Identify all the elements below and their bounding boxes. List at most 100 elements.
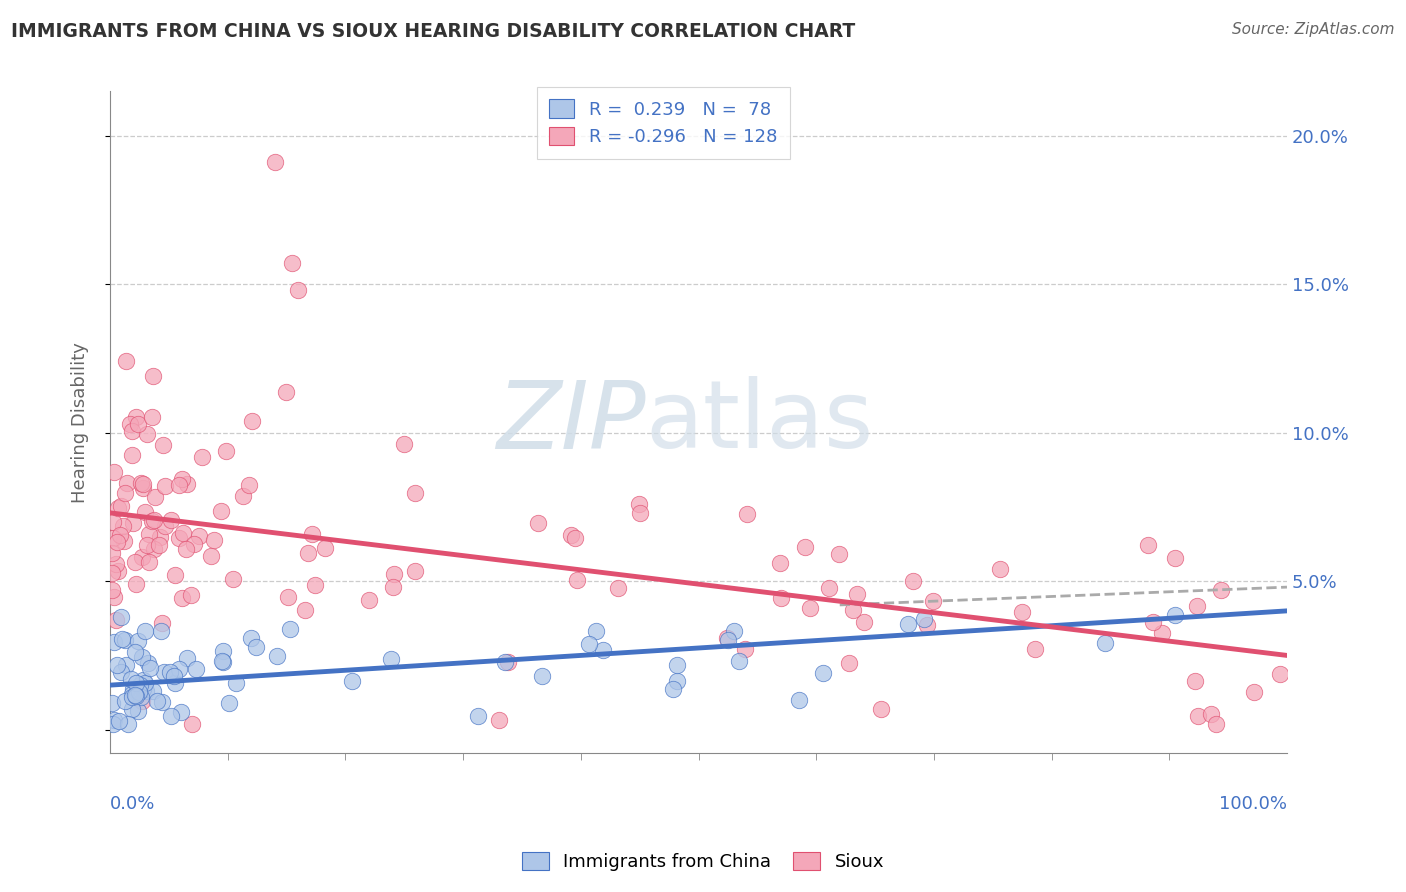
Point bbox=[141, 368, 163, 383]
Point bbox=[787, 692, 810, 706]
Point bbox=[159, 513, 181, 527]
Point bbox=[717, 632, 740, 647]
Point bbox=[104, 557, 127, 571]
Point bbox=[132, 481, 155, 495]
Point bbox=[103, 465, 125, 479]
Legend: Immigrants from China, Sioux: Immigrants from China, Sioux bbox=[515, 846, 891, 879]
Point bbox=[564, 531, 586, 545]
Point bbox=[101, 696, 124, 710]
Point bbox=[149, 624, 172, 638]
Point bbox=[382, 567, 405, 582]
Point bbox=[794, 541, 817, 555]
Point bbox=[467, 709, 489, 723]
Point bbox=[153, 519, 176, 533]
Point bbox=[114, 694, 136, 708]
Point bbox=[134, 676, 156, 690]
Point bbox=[827, 547, 849, 561]
Point bbox=[135, 427, 157, 442]
Point bbox=[159, 709, 181, 723]
Point bbox=[115, 353, 138, 368]
Point bbox=[114, 485, 136, 500]
Point bbox=[180, 589, 202, 603]
Point bbox=[136, 656, 159, 670]
Point bbox=[921, 594, 943, 608]
Point bbox=[1150, 625, 1173, 640]
Point bbox=[146, 694, 169, 708]
Point bbox=[111, 632, 134, 646]
Point bbox=[108, 714, 131, 728]
Text: ZIP: ZIP bbox=[496, 376, 645, 467]
Point bbox=[121, 687, 143, 701]
Point bbox=[150, 695, 173, 709]
Point bbox=[121, 516, 143, 530]
Point bbox=[127, 685, 149, 699]
Point bbox=[527, 516, 550, 530]
Point bbox=[498, 655, 520, 669]
Point bbox=[662, 682, 685, 697]
Point bbox=[138, 555, 160, 569]
Point bbox=[240, 631, 263, 645]
Point bbox=[131, 549, 153, 564]
Point bbox=[143, 542, 166, 557]
Point bbox=[125, 690, 148, 704]
Text: 0.0%: 0.0% bbox=[110, 795, 156, 813]
Point bbox=[841, 603, 863, 617]
Point bbox=[917, 618, 939, 632]
Point bbox=[148, 538, 170, 552]
Point bbox=[104, 613, 127, 627]
Point bbox=[124, 645, 146, 659]
Point bbox=[817, 581, 839, 595]
Point bbox=[134, 505, 156, 519]
Point bbox=[135, 538, 157, 552]
Point bbox=[141, 514, 163, 528]
Point bbox=[112, 533, 135, 548]
Point bbox=[129, 690, 152, 705]
Point bbox=[103, 635, 125, 649]
Point bbox=[159, 665, 181, 680]
Point bbox=[666, 658, 689, 673]
Point bbox=[124, 555, 146, 569]
Point bbox=[172, 472, 194, 486]
Point bbox=[304, 578, 326, 592]
Point bbox=[276, 385, 298, 400]
Point bbox=[380, 652, 402, 666]
Point bbox=[592, 643, 614, 657]
Point bbox=[1199, 706, 1222, 721]
Point bbox=[897, 616, 920, 631]
Point bbox=[132, 673, 155, 687]
Point bbox=[1187, 599, 1209, 614]
Point bbox=[142, 513, 165, 527]
Point bbox=[117, 716, 139, 731]
Legend: R =  0.239   N =  78, R = -0.296   N = 128: R = 0.239 N = 78, R = -0.296 N = 128 bbox=[537, 87, 790, 159]
Point bbox=[209, 504, 232, 518]
Point bbox=[103, 591, 125, 605]
Point bbox=[167, 531, 190, 545]
Point bbox=[103, 532, 125, 546]
Point bbox=[1184, 673, 1206, 688]
Point bbox=[165, 567, 187, 582]
Point bbox=[138, 527, 160, 541]
Text: atlas: atlas bbox=[645, 376, 873, 468]
Point bbox=[111, 519, 134, 533]
Text: Source: ZipAtlas.com: Source: ZipAtlas.com bbox=[1232, 22, 1395, 37]
Point bbox=[912, 612, 935, 626]
Point bbox=[110, 499, 132, 513]
Point bbox=[852, 615, 875, 629]
Point bbox=[121, 449, 143, 463]
Point bbox=[342, 673, 364, 688]
Point bbox=[139, 661, 162, 675]
Point bbox=[152, 438, 174, 452]
Point bbox=[846, 587, 869, 601]
Point bbox=[221, 572, 243, 586]
Point bbox=[172, 526, 194, 541]
Point bbox=[770, 591, 793, 605]
Point bbox=[869, 702, 891, 716]
Point bbox=[101, 546, 124, 560]
Point bbox=[560, 528, 582, 542]
Point bbox=[174, 542, 197, 557]
Point bbox=[813, 666, 835, 681]
Point bbox=[578, 637, 600, 651]
Point bbox=[215, 444, 238, 458]
Point bbox=[125, 576, 148, 591]
Point bbox=[128, 678, 150, 692]
